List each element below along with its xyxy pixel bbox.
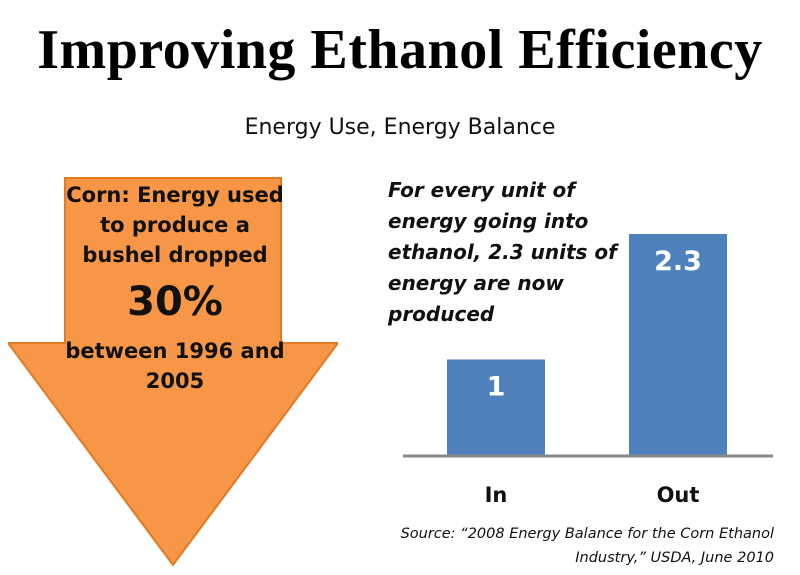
data-label-in: 1 (487, 371, 506, 402)
arrow-percentage: 30% (127, 279, 223, 325)
energy-bar-chart: 1 2.3 In Out (403, 234, 773, 507)
arrow-footer: between 1996 and 2005 (65, 339, 285, 393)
source-line-2: Industry,” USDA, June 2010 (575, 550, 774, 566)
x-tick-label-in: In (485, 483, 508, 507)
arrow-headline: Corn: Energy used to produce a bushel dr… (66, 183, 284, 267)
source-citation: Source: “2008 Energy Balance for the Cor… (294, 522, 774, 570)
bar-in (447, 359, 545, 456)
slide-subtitle: Energy Use, Energy Balance (244, 115, 556, 140)
down-arrow-icon (8, 177, 338, 567)
slide-title: Improving Ethanol Efficiency (37, 19, 763, 81)
down-arrow-shape (8, 177, 338, 567)
bar-out (629, 234, 727, 456)
data-label-out: 2.3 (654, 246, 702, 277)
arrow-callout: Corn: Energy used to produce a bushel dr… (62, 180, 288, 396)
x-tick-label-out: Out (657, 483, 700, 507)
source-line-1: Source: “2008 Energy Balance for the Cor… (400, 526, 774, 542)
energy-balance-note: For every unit of energy going into etha… (388, 178, 617, 326)
